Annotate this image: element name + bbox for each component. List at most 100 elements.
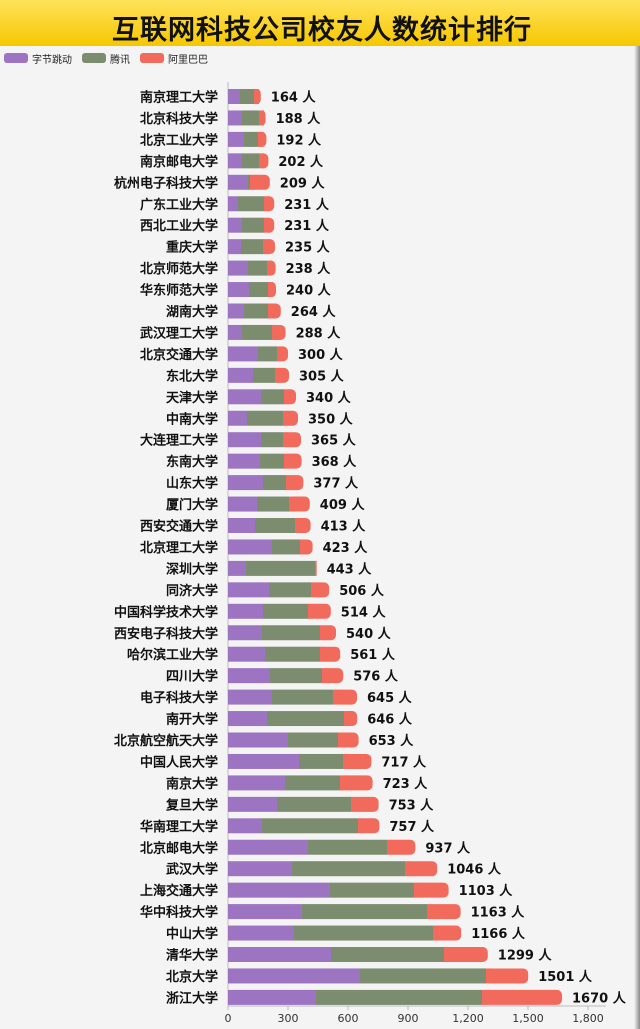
data-label: 365 人 [311, 433, 357, 449]
data-label: 202 人 [278, 154, 324, 170]
data-label: 288 人 [296, 325, 342, 341]
bar-segment [228, 432, 261, 448]
bar-segment [294, 925, 433, 941]
title-band: 互联网科技公司校友人数统计排行 [0, 0, 640, 46]
legend: 字节跳动 腾讯 阿里巴巴 [4, 51, 208, 66]
category-label: 电子科技大学 [140, 690, 218, 706]
bar-segment [277, 796, 351, 812]
bar-segment [240, 89, 254, 104]
bar-segment [244, 303, 268, 319]
bar-segment [228, 904, 302, 920]
bar-segment-join [284, 453, 289, 469]
bar-segment [261, 389, 284, 405]
legend-swatch [82, 53, 106, 63]
bar-segment [228, 947, 331, 962]
bar-segment [242, 153, 259, 169]
bar-segment [320, 646, 341, 662]
bar-segment-join [358, 818, 363, 834]
category-label: 四川大学 [166, 669, 218, 685]
bar-segment-join [427, 904, 432, 920]
category-label: 上海交通大学 [140, 883, 218, 899]
bar-segment-join [320, 646, 325, 662]
legend-item[interactable]: 字节跳动 [4, 51, 72, 66]
category-label: 哈尔滨工业大学 [127, 647, 218, 663]
data-label: 368 人 [312, 454, 358, 470]
x-tick-label: 1,800 [572, 1012, 604, 1025]
category-label: 华南理工大学 [140, 819, 218, 835]
bar-segment [228, 475, 263, 491]
category-label: 中南大学 [166, 411, 218, 427]
x-tick-label: 1,500 [512, 1012, 544, 1025]
bar-segment-join [405, 861, 410, 877]
x-tick-label: 600 [338, 1012, 359, 1025]
category-label: 北京理工大学 [140, 540, 218, 556]
bar-segment [228, 603, 263, 619]
bar-segment-join [268, 303, 273, 319]
chart-title: 互联网科技公司校友人数统计排行 [112, 15, 532, 46]
bar-segment [228, 518, 255, 533]
category-label: 武汉理工大学 [140, 325, 218, 341]
bar-segment [267, 711, 344, 727]
bar-segment-join [272, 324, 277, 340]
data-label: 192 人 [276, 132, 322, 148]
bar-segment-join [284, 389, 289, 405]
bar-segment-join [275, 367, 280, 383]
category-label: 天津大学 [166, 390, 218, 406]
bar-segment [253, 367, 275, 383]
bar-segment-join [283, 410, 288, 426]
bar-segment [292, 861, 405, 877]
bar-segment [248, 174, 250, 190]
legend-label: 阿里巴巴 [168, 54, 208, 66]
bar-segment-join [311, 582, 316, 598]
category-label: 中山大学 [166, 926, 218, 942]
category-label: 北京工业大学 [140, 132, 218, 148]
bar-segment [228, 324, 242, 340]
bar-segment [228, 346, 258, 362]
bar-segment [228, 131, 244, 147]
bar-segment-join [387, 839, 392, 855]
data-label: 757 人 [389, 819, 435, 835]
bar-segment [302, 904, 427, 920]
x-tick-label: 1,200 [452, 1012, 484, 1025]
category-label: 山东大学 [166, 476, 218, 492]
bar-segment [289, 496, 310, 512]
bar-segment [260, 453, 284, 469]
bar-segment-join [444, 947, 449, 962]
category-label: 北京科技大学 [140, 111, 218, 127]
bar-segment-join [343, 753, 348, 769]
category-label: 湖南大学 [166, 304, 218, 320]
bar-segment-join [333, 689, 338, 705]
legend-label: 字节跳动 [32, 54, 72, 66]
bar-segment [433, 925, 462, 941]
category-label: 深圳大学 [166, 561, 218, 577]
bar-segment [272, 539, 300, 555]
bar-segment [228, 453, 260, 469]
bar-segment [322, 668, 344, 684]
bar-segment [228, 260, 248, 276]
legend-item[interactable]: 腾讯 [82, 51, 130, 66]
bar-segment [228, 796, 277, 812]
bar-segment [263, 603, 308, 619]
bar-segment [228, 153, 242, 169]
bar-segment [262, 818, 358, 834]
category-label: 西安交通大学 [140, 519, 218, 535]
bar-segment [228, 839, 308, 855]
bar-segment-join [263, 239, 268, 255]
x-tick-label: 300 [278, 1012, 299, 1025]
legend-item[interactable]: 阿里巴巴 [140, 51, 208, 66]
data-label: 1103 人 [459, 883, 514, 899]
category-label: 南京大学 [166, 776, 218, 792]
data-label: 1670 人 [572, 990, 627, 1006]
category-label: 重庆大学 [166, 240, 218, 256]
category-label: 西安电子科技大学 [114, 626, 218, 642]
bar-segment [308, 603, 331, 619]
bar-segment [228, 668, 270, 684]
bar-segment-join [268, 282, 273, 298]
data-label: 1163 人 [471, 905, 526, 921]
category-label: 大连理工大学 [140, 433, 218, 449]
bar-segment-join [338, 732, 343, 748]
bar-segment [242, 324, 272, 340]
bar-segment [228, 110, 242, 126]
data-label: 753 人 [389, 797, 435, 813]
